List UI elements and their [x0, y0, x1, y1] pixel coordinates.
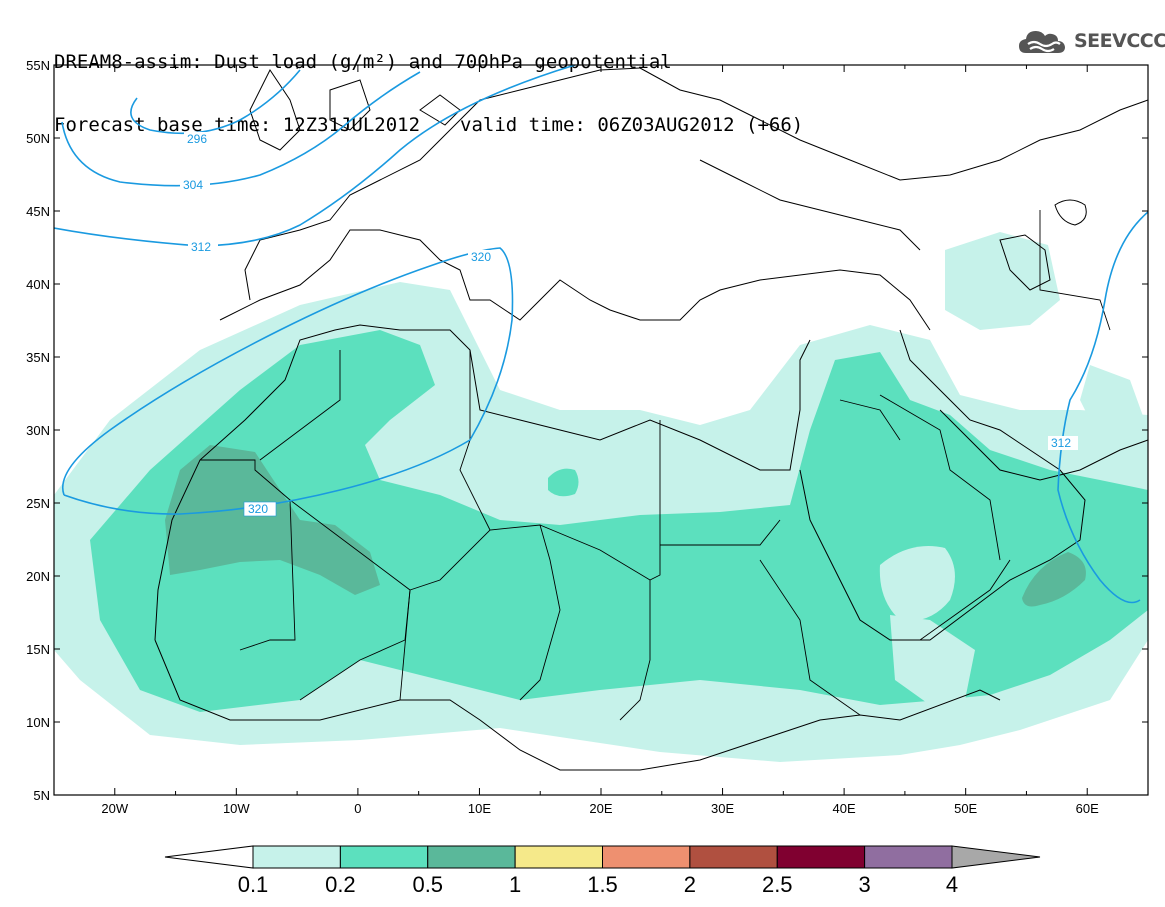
- color-bar-segment: [602, 845, 691, 869]
- dust-region-mid: [90, 330, 1148, 712]
- valid-time: valid time: 06Z03AUG2012 (+66): [460, 114, 804, 136]
- color-bar-label: 3: [859, 872, 871, 897]
- country-borders: [200, 210, 1111, 721]
- dust-region-high-oman: [1022, 552, 1086, 607]
- dust-region-hole-horn: [890, 615, 975, 705]
- title-line-2: Forecast base time: 12Z31JUL2012 valid ti…: [54, 115, 803, 136]
- color-bar-label: 4: [946, 872, 958, 897]
- lat-label: 35N: [26, 350, 50, 365]
- lon-label: 40E: [833, 801, 856, 816]
- color-bar-label: 1: [509, 872, 521, 897]
- lat-label: 55N: [26, 58, 50, 73]
- color-bar-label: 2: [684, 872, 696, 897]
- contour-labels: 296 304 312 320 320 312: [180, 132, 1078, 517]
- contour-label-304: 304: [183, 178, 203, 192]
- lon-label: 20E: [589, 801, 612, 816]
- contour-label-320-south: 320: [248, 502, 268, 516]
- axis-ticks: [54, 64, 1149, 796]
- lon-labels: 20W 10W 0 10E 20E 30E 40E 50E 60E: [101, 801, 1099, 816]
- lon-label: 60E: [1076, 801, 1099, 816]
- color-bar-segment: [427, 845, 516, 869]
- contour-label-312: 312: [191, 240, 211, 254]
- lon-label: 30E: [711, 801, 734, 816]
- contour-label-320-north: 320: [471, 250, 491, 264]
- color-bar-label: 0.5: [412, 872, 443, 897]
- lon-label: 10E: [468, 801, 491, 816]
- color-bar-segment: [164, 845, 254, 869]
- lon-label: 50E: [954, 801, 977, 816]
- color-bar-segment: [951, 845, 1041, 869]
- color-bar-segment: [514, 845, 603, 869]
- color-bar-label: 0.2: [325, 872, 356, 897]
- color-bar-segment: [252, 845, 341, 869]
- dust-region-high-west: [165, 445, 380, 595]
- color-bar-segment: [864, 845, 953, 869]
- lat-label: 5N: [33, 788, 50, 803]
- cloud-logo-icon: [1019, 31, 1065, 53]
- contour-304: [61, 71, 421, 187]
- map-layers: 296 304 312 320 320 312: [54, 65, 1148, 771]
- color-bar-label: 2.5: [762, 872, 793, 897]
- color-bar-segment: [339, 845, 429, 869]
- dust-region-low-caspian: [945, 232, 1060, 330]
- color-bar-label: 0.1: [238, 872, 269, 897]
- contour-label-296: 296: [187, 132, 207, 146]
- lat-label: 50N: [26, 131, 50, 146]
- lat-label: 45N: [26, 204, 50, 219]
- lat-label: 15N: [26, 642, 50, 657]
- lat-label: 30N: [26, 423, 50, 438]
- dust-region-hole-arabia: [879, 546, 955, 621]
- color-bar-label: 1.5: [587, 872, 618, 897]
- seevccc-logo: SEEVCCC: [1018, 26, 1165, 56]
- lat-labels: 55N 50N 45N 40N 35N 30N 25N 20N 15N 10N 5N: [26, 58, 50, 803]
- logo-text: SEEVCCC: [1074, 30, 1165, 52]
- contour-312: [54, 65, 576, 247]
- color-bar-labels: 0.1 0.2 0.5 1 1.5 2 2.5 3 4: [238, 872, 958, 897]
- lon-label: 10W: [223, 801, 250, 816]
- dust-region-mid-blob: [548, 468, 579, 497]
- lat-label: 20N: [26, 569, 50, 584]
- lon-label: 0: [354, 801, 361, 816]
- contour-296: [130, 69, 301, 135]
- dust-region-low-iran: [1080, 365, 1148, 440]
- contour-312-east: [1057, 211, 1148, 604]
- contour-label-312-east: 312: [1051, 436, 1071, 450]
- lat-label: 25N: [26, 496, 50, 511]
- lat-label: 40N: [26, 277, 50, 292]
- color-bar-segment: [776, 845, 866, 869]
- color-bar-segment: [689, 845, 778, 869]
- lon-label: 20W: [101, 801, 128, 816]
- color-bar: [164, 845, 1041, 869]
- lat-label: 10N: [26, 715, 50, 730]
